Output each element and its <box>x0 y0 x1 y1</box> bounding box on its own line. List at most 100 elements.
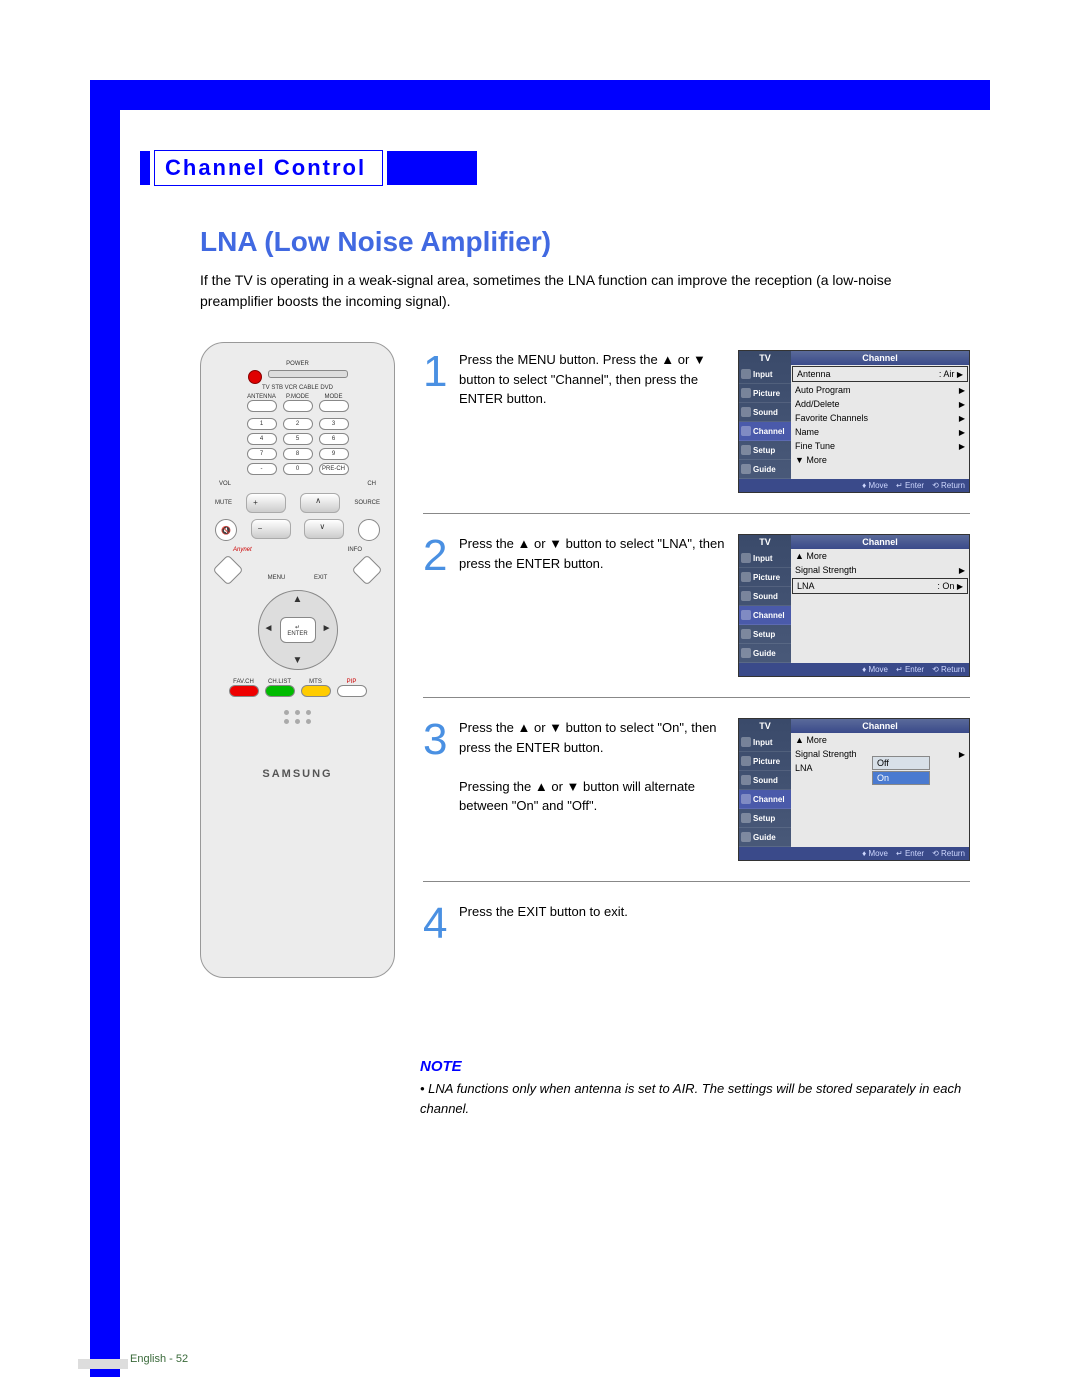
osd-tab-sound[interactable]: Sound <box>739 771 791 790</box>
menu-button[interactable] <box>212 554 243 585</box>
osd-item-label: LNA <box>795 763 813 773</box>
pip-button[interactable] <box>337 685 367 697</box>
osd-tab-label: Input <box>753 370 773 379</box>
chapter-heading: Channel Control <box>140 150 970 186</box>
brand-label: SAMSUNG <box>262 768 332 780</box>
dpad-left-icon: ◄ <box>264 623 274 634</box>
num-1-button[interactable]: 1 <box>247 418 277 430</box>
exit-button[interactable] <box>351 554 382 585</box>
osd-tab-input[interactable]: Input <box>739 549 791 568</box>
osd-title: Channel <box>791 535 969 549</box>
osd-title: Channel <box>791 351 969 365</box>
osd-move-hint: ♦ Move <box>862 849 888 858</box>
osd-tab-label: Picture <box>753 389 780 398</box>
osd-item-label: Auto Program <box>795 385 851 395</box>
osd-tab-channel[interactable]: Channel <box>739 422 791 441</box>
osd-tab-channel[interactable]: Channel <box>739 606 791 625</box>
osd-return-hint: ⟲ Return <box>932 849 965 858</box>
vol-rocker[interactable]: + <box>246 493 286 513</box>
osd-tab-setup[interactable]: Setup <box>739 809 791 828</box>
osd-item[interactable]: Add/Delete ▶ <box>791 397 969 411</box>
osd-return-hint: ⟲ Return <box>932 481 965 490</box>
num-2-button[interactable]: 2 <box>283 418 313 430</box>
osd-tab-guide[interactable]: Guide <box>739 460 791 479</box>
osd-tab-guide[interactable]: Guide <box>739 828 791 847</box>
yellow-button[interactable] <box>301 685 331 697</box>
vol-rocker-down[interactable]: − <box>251 519 291 539</box>
antenna-button[interactable] <box>247 400 277 412</box>
frame-left <box>90 80 120 1377</box>
content: Channel Control LNA (Low Noise Amplifier… <box>140 130 970 1118</box>
osd-tab-label: Input <box>753 554 773 563</box>
chevron-right-icon: ▶ <box>959 386 965 395</box>
numpad: 123 456 789 -0 PRE-CH <box>247 415 349 478</box>
osd-tab-input[interactable]: Input <box>739 733 791 752</box>
green-button[interactable] <box>265 685 295 697</box>
chevron-right-icon: ▶ <box>959 400 965 409</box>
num-5-button[interactable]: 5 <box>283 433 313 445</box>
num---button[interactable]: - <box>247 463 277 475</box>
osd-item[interactable]: ▼ More <box>791 453 969 467</box>
osd-tab-icon <box>741 407 751 417</box>
osd-tab-picture[interactable]: Picture <box>739 568 791 587</box>
osd-item[interactable]: Name ▶ <box>791 425 969 439</box>
osd-popup-option[interactable]: On <box>872 771 930 785</box>
red-button[interactable] <box>229 685 259 697</box>
num-7-button[interactable]: 7 <box>247 448 277 460</box>
osd-popup-option[interactable]: Off <box>872 756 930 770</box>
osd-item[interactable]: Signal Strength ▶ <box>791 563 969 577</box>
osd-tab-icon <box>741 813 751 823</box>
num-3-button[interactable]: 3 <box>319 418 349 430</box>
dots-row1 <box>284 710 311 715</box>
osd-tab-label: Setup <box>753 446 775 455</box>
osd-item-label: ▼ More <box>795 455 827 465</box>
osd-item[interactable]: Fine Tune ▶ <box>791 439 969 453</box>
num-0-button[interactable]: 0 <box>283 463 313 475</box>
ch-rocker-down[interactable]: ∨ <box>304 519 344 539</box>
num-6-button[interactable]: 6 <box>319 433 349 445</box>
num-4-button[interactable]: 4 <box>247 433 277 445</box>
osd-item-label: Name <box>795 427 819 437</box>
osd-tab-label: Channel <box>753 795 785 804</box>
osd-tab-picture[interactable]: Picture <box>739 384 791 403</box>
osd-item[interactable]: Auto Program ▶ <box>791 383 969 397</box>
osd-tab-setup[interactable]: Setup <box>739 625 791 644</box>
enter-button[interactable]: ↵ ENTER <box>280 617 316 643</box>
chevron-right-icon: ▶ <box>959 442 965 451</box>
osd-tab-icon <box>741 388 751 398</box>
power-button[interactable] <box>248 370 262 384</box>
osd-screen: TVChannelInputPictureSoundChannelSetupGu… <box>738 350 970 493</box>
num-8-button[interactable]: 8 <box>283 448 313 460</box>
osd-tab-channel[interactable]: Channel <box>739 790 791 809</box>
mode-button[interactable] <box>319 400 349 412</box>
osd-tab-input[interactable]: Input <box>739 365 791 384</box>
osd-tab-sound[interactable]: Sound <box>739 403 791 422</box>
osd-footer: ♦ Move↵ Enter⟲ Return <box>739 663 969 676</box>
osd-tab-sound[interactable]: Sound <box>739 587 791 606</box>
source-button[interactable] <box>358 519 380 541</box>
num-9-button[interactable]: 9 <box>319 448 349 460</box>
osd-tab-picture[interactable]: Picture <box>739 752 791 771</box>
osd-item[interactable]: Favorite Channels ▶ <box>791 411 969 425</box>
osd-item-value: ▶ <box>959 565 965 575</box>
osd-item[interactable]: Antenna: Air ▶ <box>792 366 968 382</box>
mute-button[interactable]: 🔇 <box>215 519 237 541</box>
main-row: POWER TV STB VCR CABLE DVD ANTENNA P.MOD… <box>200 342 970 978</box>
section-title: LNA (Low Noise Amplifier) <box>200 226 970 258</box>
osd-tab-setup[interactable]: Setup <box>739 441 791 460</box>
osd-item[interactable]: ▲ More <box>791 549 969 563</box>
anynet-label: Anynet <box>233 547 252 553</box>
osd-item-value: ▶ <box>959 385 965 395</box>
osd-title: Channel <box>791 719 969 733</box>
ch-rocker[interactable]: ∧ <box>300 493 340 513</box>
osd-item[interactable]: ▲ More <box>791 733 969 747</box>
osd-item-value: ▶ <box>959 749 965 759</box>
pmode-button[interactable] <box>283 400 313 412</box>
osd-tab-guide[interactable]: Guide <box>739 644 791 663</box>
num-PRE-CH-button[interactable]: PRE-CH <box>319 463 349 475</box>
osd-item-label: ▲ More <box>795 551 827 561</box>
source-label: SOURCE <box>354 500 380 506</box>
osd-tab-label: Sound <box>753 776 778 785</box>
osd-item[interactable]: LNA: On ▶ <box>792 578 968 594</box>
mode-slider[interactable] <box>268 370 348 378</box>
